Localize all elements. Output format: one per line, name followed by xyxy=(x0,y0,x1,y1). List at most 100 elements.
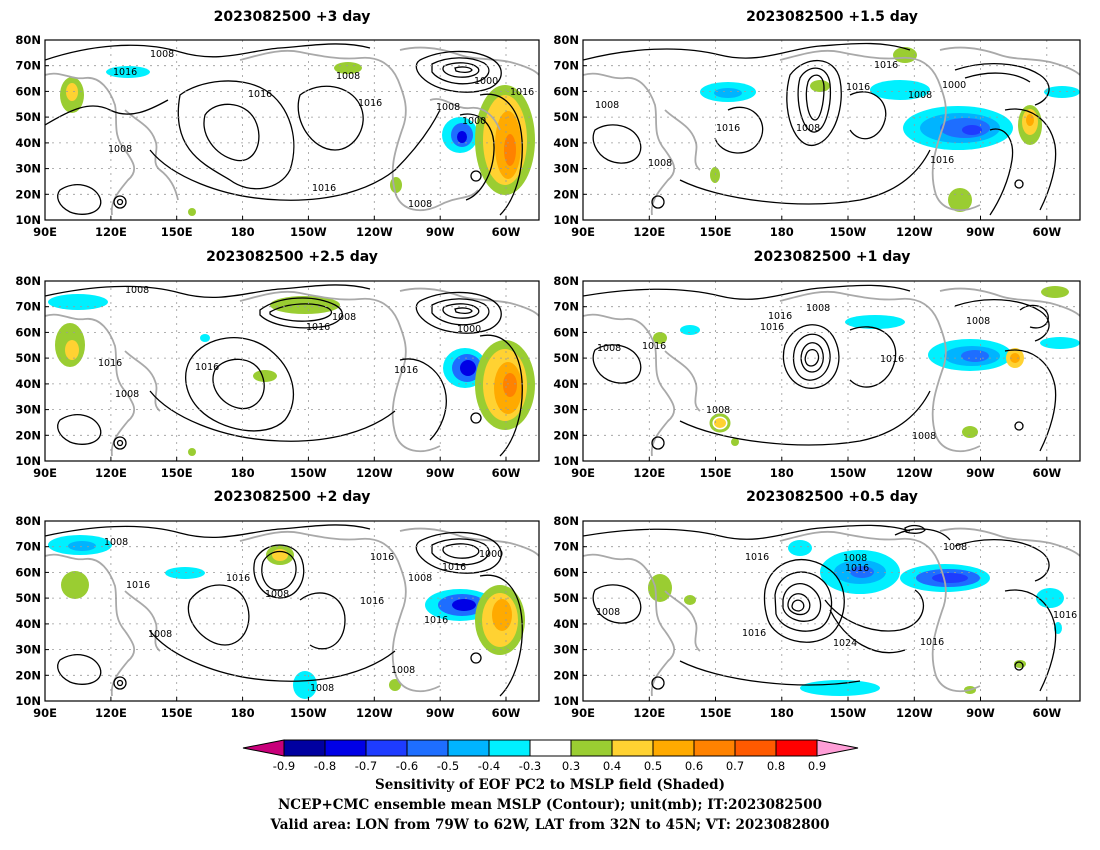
map-panel: 2023082500 +2.5 day xyxy=(15,249,540,480)
colorbar-swatch xyxy=(693,739,736,757)
lat-label: 40N xyxy=(553,377,579,391)
longitude-labels: 90E 120E 150E 180 150W 120W 90W 60W xyxy=(571,466,1061,480)
contour-label: 1016 xyxy=(358,98,382,109)
latitude-labels: 80N 70N 60N 50N 40N 30N 20N 10N xyxy=(553,514,579,708)
contour-label: 1008 xyxy=(408,199,432,210)
lat-label: 80N xyxy=(553,33,579,47)
panel-title: 2023082500 +1.5 day xyxy=(746,9,918,25)
longitude-labels: 90E 120E 150E 180 150W 120W 90W 60W xyxy=(33,225,521,239)
lat-label: 70N xyxy=(553,59,579,73)
contour-label: 1024 xyxy=(833,638,857,649)
map-frame xyxy=(44,520,540,702)
lon-label: 90E xyxy=(571,225,595,239)
latitude-labels: 80N 70N 60N 50N 40N 30N 20N 10N xyxy=(15,274,41,468)
lon-label: 60W xyxy=(1032,466,1061,480)
lon-label: 150E xyxy=(161,706,193,720)
contour-label: 1016 xyxy=(248,89,272,100)
colorbar-low-triangle xyxy=(242,739,285,757)
lat-label: 60N xyxy=(15,84,41,98)
lat-label: 20N xyxy=(553,428,579,442)
mslp-contours xyxy=(45,524,523,697)
lon-label: 150E xyxy=(161,225,193,239)
panel-title: 2023082500 +2.5 day xyxy=(206,249,378,265)
lat-label: 50N xyxy=(553,110,579,124)
tick-marks xyxy=(583,306,1048,461)
lat-label: 40N xyxy=(15,377,41,391)
contour-label: 1008 xyxy=(796,123,820,134)
contour-label: 1016 xyxy=(442,562,466,573)
lat-label: 30N xyxy=(553,162,579,176)
colorbar-label: 0.4 xyxy=(603,759,621,773)
contour-label: 1000 xyxy=(479,549,503,560)
map-frame xyxy=(44,39,540,221)
lat-label: 30N xyxy=(15,643,41,657)
caption-line-1: Sensitivity of EOF PC2 to MSLP field (Sh… xyxy=(374,777,726,793)
lon-label: 150E xyxy=(161,466,193,480)
coastlines xyxy=(45,287,539,457)
coastlines xyxy=(583,46,1080,216)
lat-label: 20N xyxy=(553,668,579,682)
lat-label: 70N xyxy=(15,300,41,314)
lat-label: 30N xyxy=(553,643,579,657)
tick-marks xyxy=(45,306,507,461)
contour-label: 1016 xyxy=(126,580,150,591)
contour-label: 1016 xyxy=(195,362,219,373)
contour-label: 1016 xyxy=(1053,610,1077,621)
longitude-labels: 90E 120E 150E 180 150W 120W 90W 60W xyxy=(571,706,1061,720)
contour-label: 1008 xyxy=(125,285,149,296)
contour-label: 1016 xyxy=(768,311,792,322)
lon-label: 180 xyxy=(231,706,255,720)
lon-label: 90E xyxy=(571,706,595,720)
contour-label: 1016 xyxy=(760,322,784,333)
lat-label: 50N xyxy=(15,591,41,605)
colorbar-label: -0.8 xyxy=(314,759,336,773)
contour-label: 1008 xyxy=(265,589,289,600)
colorbar-swatch xyxy=(447,739,490,757)
colorbar-swatch xyxy=(775,739,818,757)
lat-label: 70N xyxy=(15,540,41,554)
lon-label: 150E xyxy=(700,225,732,239)
contour-label: 1016 xyxy=(370,552,394,563)
contour-label: 1016 xyxy=(312,183,336,194)
contour-label: 1008 xyxy=(108,144,132,155)
contour-label: 1016 xyxy=(510,87,534,98)
contour-label: 1016 xyxy=(642,341,666,352)
lon-label: 120W xyxy=(356,706,393,720)
map-frame xyxy=(582,520,1081,702)
colorbar-label: -0.9 xyxy=(273,759,295,773)
panel-title: 2023082500 +1 day xyxy=(754,249,911,265)
lat-label: 60N xyxy=(553,84,579,98)
latitude-labels: 80N 70N 60N 50N 40N 30N 20N 10N xyxy=(553,33,579,227)
contour-label: 1016 xyxy=(424,615,448,626)
lon-label: 150E xyxy=(700,466,732,480)
lon-label: 90E xyxy=(571,466,595,480)
contour-label: 1008 xyxy=(843,553,867,564)
contour-label: 1008 xyxy=(391,665,415,676)
longitude-labels: 90E 120E 150E 180 150W 120W 90W 60W xyxy=(33,706,521,720)
lon-label: 120E xyxy=(95,466,127,480)
lat-label: 80N xyxy=(15,33,41,47)
coastlines xyxy=(583,527,1080,697)
lat-label: 50N xyxy=(15,110,41,124)
lat-label: 80N xyxy=(15,274,41,288)
contour-labels: 1008 1016 1016 1008 1008 1016 1016 1008 … xyxy=(597,303,990,442)
colorbar-label: -0.5 xyxy=(437,759,459,773)
latlon-grid xyxy=(45,40,539,220)
contour-label: 1016 xyxy=(930,155,954,166)
sensitivity-shading xyxy=(653,286,1080,446)
contour-label: 1008 xyxy=(597,343,621,354)
lat-label: 20N xyxy=(553,187,579,201)
lon-label: 90W xyxy=(426,706,455,720)
contour-label: 1008 xyxy=(966,316,990,327)
lat-label: 20N xyxy=(15,428,41,442)
colorbar-swatch xyxy=(324,739,367,757)
tick-marks xyxy=(45,39,507,221)
contour-label: 1008 xyxy=(148,629,172,640)
lat-label: 30N xyxy=(15,162,41,176)
lon-label: 120W xyxy=(356,466,393,480)
panel-title: 2023082500 +0.5 day xyxy=(746,489,918,505)
contour-label: 1016 xyxy=(394,365,418,376)
lon-label: 150W xyxy=(290,225,327,239)
lon-label: 60W xyxy=(492,466,521,480)
